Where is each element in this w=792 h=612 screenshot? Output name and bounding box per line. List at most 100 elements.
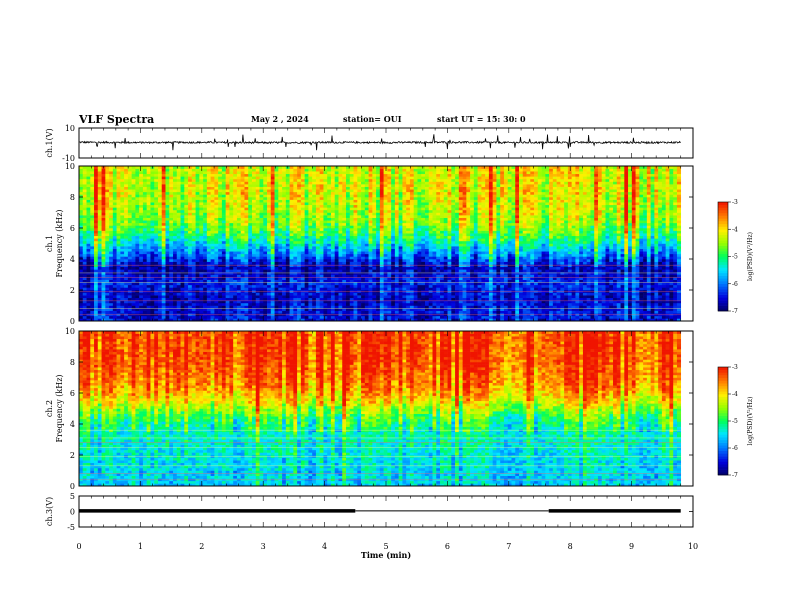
ch1-spectrogram-cell [195, 238, 200, 242]
ch1-spectrogram-cell [368, 186, 373, 190]
ch1-spectrogram-cell [349, 246, 354, 249]
ch1-spectrogram-cell [255, 269, 260, 273]
ch1-spectrogram-cell [173, 194, 178, 198]
ch1-spectrogram-cell [379, 279, 384, 283]
ch1-spectrogram-cell [376, 222, 381, 226]
ch1-spectrogram-cell [157, 197, 163, 200]
ch1-spectrogram-cell [270, 274, 275, 278]
ch1-spectrogram-cell [82, 269, 87, 273]
ch1-spectrogram-cell [285, 199, 290, 203]
ch1-spectrogram-cell [97, 315, 102, 319]
ch1-spectrogram-cell [244, 279, 249, 283]
ch1-spectrogram-cell [379, 300, 384, 304]
ch1-spectrogram-cell [248, 315, 253, 319]
ch1-spectrogram-cell [169, 209, 174, 213]
ch1-spectrogram-cell [312, 191, 317, 195]
ch1-spectrogram-cell [101, 178, 106, 182]
ch1-spectrogram-cell [150, 233, 155, 237]
ch1-spectrogram-cell [191, 308, 196, 311]
ch1-spectrogram-cell [173, 259, 178, 262]
ch1-spectrogram-cell [267, 292, 272, 296]
ch1-spectrogram-cell [195, 184, 200, 187]
ch1-spectrogram-cell [135, 217, 140, 221]
ch1-spectrogram-cell [334, 220, 339, 224]
ch1-spectrogram-cell [251, 308, 257, 311]
ch1-spectrogram-cell [86, 282, 91, 286]
ch1-spectrogram-cell [274, 184, 279, 187]
ch1-spectrogram-cell [342, 204, 347, 208]
ch1-spectrogram-cell [206, 251, 211, 255]
ch1-spectrogram-cell [334, 310, 339, 314]
ch1-spectrogram-cell [274, 199, 279, 203]
ch1-spectrogram-cell [139, 238, 144, 242]
ch1-spectrogram-cell [90, 173, 95, 177]
ch1-spectrogram-cell [86, 204, 91, 208]
ch1-spectrogram-cell [127, 287, 132, 291]
ch1-spectrogram-cell [315, 300, 320, 304]
ch1-spectrogram-cell [251, 171, 257, 175]
ch1-spectrogram-cell [278, 217, 283, 221]
ch1-spectrogram-cell [357, 284, 362, 288]
ch1-spectrogram-cell [267, 284, 272, 288]
ch1-spectrogram-cell [79, 246, 84, 249]
ch1-spectrogram-cell [368, 176, 373, 180]
ch1-spectrogram-cell [267, 191, 272, 195]
ch1-spectrogram-cell [82, 176, 87, 180]
ch1-spectrogram-cell [270, 217, 275, 221]
ch1-spectrogram-cell [173, 220, 178, 224]
ch1-spectrogram-cell [270, 305, 275, 309]
ch1-spectrogram-cell [236, 166, 242, 169]
ch1-spectrogram-cell [214, 248, 219, 252]
ch1-spectrogram-cell [214, 171, 219, 175]
ch1-spectrogram-cell [127, 300, 132, 304]
ch1-spectrogram-cell [346, 199, 351, 203]
ch1-spectrogram-cell [218, 176, 223, 180]
ch1-spectrogram-cell [330, 209, 336, 213]
ch1-spectrogram-cell [379, 243, 384, 247]
ch1-spectrogram-cell [214, 279, 219, 283]
ch1-spectrogram-cell [278, 279, 283, 283]
ch1-spectrogram-cell [105, 189, 110, 193]
ch1-spectrogram-cell [90, 243, 95, 247]
ch1-spectrogram-cell [278, 207, 283, 211]
ch1-spectrogram-cell [353, 220, 358, 224]
ch1-spectrogram-cell [229, 233, 234, 237]
ch1-spectrogram-cell [346, 251, 351, 255]
ch1-spectrogram-cell [116, 284, 121, 288]
ch1-spectrogram-cell [199, 266, 204, 270]
ch1-spectrogram-cell [267, 220, 272, 224]
ch1-spectrogram-cell [278, 318, 283, 322]
ch1-spectrogram-cell [86, 202, 91, 206]
ch1-spectrogram-cell [289, 212, 294, 216]
ch1-spectrogram-cell [142, 181, 147, 185]
ch1-spectrogram-cell [379, 246, 384, 249]
ch1-spectrogram-cell [278, 189, 283, 193]
ch1-spectrogram-cell [135, 209, 140, 213]
ch1-spectrogram-cell [195, 277, 200, 280]
ch1-spectrogram-cell [139, 194, 144, 198]
ch1-spectrogram-cell [150, 171, 155, 175]
ch1-spectrogram-cell [206, 287, 211, 291]
ch1-spectrogram-cell [146, 259, 151, 262]
ch1-spectrogram-cell [319, 230, 324, 234]
ch1-spectrogram-cell [248, 235, 253, 239]
ch1-spectrogram-cell [312, 202, 317, 206]
ch1-spectrogram-cell [218, 274, 223, 278]
ch1-spectrogram-cell [368, 171, 373, 175]
ch1-spectrogram-cell [267, 233, 272, 237]
ch1-spectrogram-cell [323, 248, 328, 252]
ch1-spectrogram-cell [361, 217, 366, 221]
ch1-spectrogram-cell [278, 264, 283, 268]
ch1-spectrogram-cell [131, 308, 136, 311]
ch1-spectrogram-cell [368, 191, 373, 195]
ch1-spectrogram-cell [297, 220, 302, 224]
ch1-spectrogram-cell [112, 292, 117, 296]
ch1-spectrogram-cell [82, 204, 87, 208]
ch1-spectrogram-cell [236, 194, 242, 198]
ch1-spectrogram-cell [101, 220, 106, 224]
ch1-spectrogram-cell [210, 197, 215, 200]
ch1-spectrogram-cell [304, 284, 309, 288]
ch1-spectrogram-cell [154, 279, 159, 283]
ch1-spectrogram-cell [244, 266, 249, 270]
ch1-spectrogram-cell [289, 178, 294, 182]
